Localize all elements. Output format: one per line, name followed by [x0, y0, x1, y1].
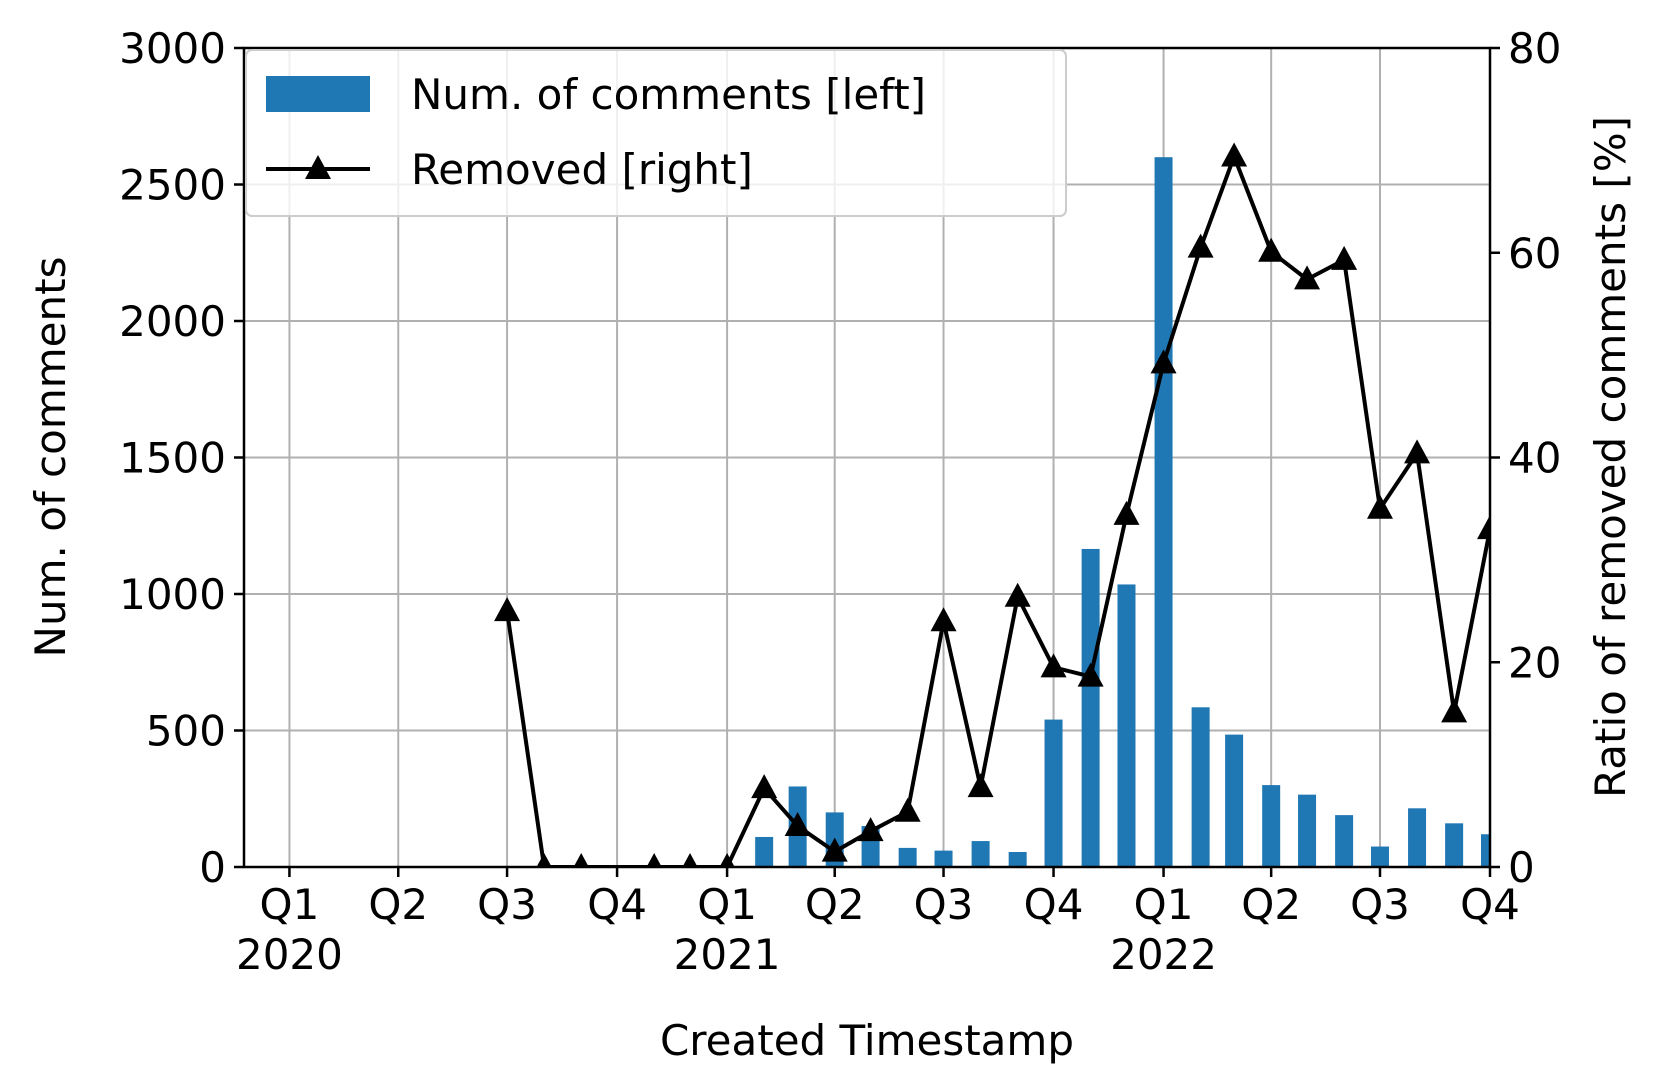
bar [1481, 834, 1490, 867]
marker [573, 853, 589, 867]
y-tick-label: 3000 [119, 24, 226, 73]
marker [930, 607, 957, 632]
marker [1331, 245, 1358, 270]
y2-axis-label: Ratio of removed comments [%] [1586, 116, 1635, 798]
bar [1044, 719, 1063, 867]
marker [682, 853, 698, 867]
bar [1370, 846, 1389, 867]
bar [1117, 584, 1136, 867]
bar [755, 836, 774, 867]
y-tick-label: 1500 [119, 434, 226, 483]
marker [821, 837, 848, 862]
y2-tick-label: 20 [1508, 638, 1561, 687]
marker [1004, 582, 1031, 607]
x-tick-label: Q4 [587, 880, 647, 929]
x-tick-label: Q1 2020 [236, 880, 343, 979]
y-axis-label: Num. of comments [26, 257, 75, 658]
legend-frame [245, 49, 1067, 217]
y-tick-label: 2000 [119, 297, 226, 346]
y2-tick-label: 40 [1508, 434, 1561, 483]
marker [536, 853, 552, 867]
marker [1150, 349, 1177, 374]
marker [1221, 142, 1248, 167]
marker [1366, 494, 1393, 519]
marker [646, 853, 662, 867]
x-tick-label: Q3 [1350, 880, 1410, 929]
y2-tick-label: 0 [1508, 843, 1535, 892]
marker [1294, 265, 1321, 290]
marker [1404, 439, 1431, 464]
bar [1335, 815, 1354, 867]
y2-tick-label: 80 [1508, 24, 1561, 73]
bar [934, 850, 953, 867]
marker [894, 797, 921, 822]
bar [1408, 808, 1427, 867]
marker [1258, 237, 1285, 262]
y-tick-label: 1000 [119, 570, 226, 619]
x-tick-label: Q4 [1024, 880, 1084, 929]
y-tick-label: 2500 [119, 161, 226, 210]
marker [751, 774, 778, 799]
x-tick-label: Q2 [368, 880, 428, 929]
x-tick-label: Q2 [1241, 880, 1301, 929]
marker [784, 812, 811, 837]
x-tick-label: Q1 2021 [674, 880, 781, 979]
bar [1154, 157, 1173, 867]
marker [719, 853, 735, 867]
bar [1008, 851, 1027, 867]
y-tick-label: 500 [146, 707, 226, 756]
bar [1262, 785, 1281, 867]
bar [898, 847, 917, 867]
x-tick-label: Q4 [1460, 880, 1520, 929]
marker [1477, 515, 1490, 540]
bar [1298, 794, 1317, 867]
marker [1077, 662, 1104, 687]
bar [1191, 707, 1210, 867]
legend-swatch [266, 76, 370, 112]
x-tick-label: Q3 [914, 880, 974, 929]
marker [1040, 653, 1067, 678]
marker [1113, 500, 1140, 525]
marker [967, 773, 994, 798]
marker [494, 597, 521, 622]
x-tick-label: Q1 2022 [1110, 880, 1217, 979]
plot-area [494, 142, 1490, 867]
y-tick-label: 0 [199, 843, 226, 892]
marker [1187, 233, 1214, 258]
bar [1225, 734, 1244, 867]
bar [971, 841, 990, 867]
x-tick-label: Q2 [805, 880, 865, 929]
marker [1441, 698, 1468, 723]
legend-label: Removed [right] [411, 145, 753, 194]
legend-label: Num. of comments [left] [411, 70, 926, 119]
y2-tick-label: 60 [1508, 229, 1561, 278]
bar [1445, 823, 1464, 867]
bar [1081, 548, 1100, 867]
x-tick-label: Q3 [477, 880, 537, 929]
x-axis-label: Created Timestamp [660, 1016, 1074, 1065]
legend-swatch [305, 155, 331, 179]
marker [857, 817, 884, 842]
